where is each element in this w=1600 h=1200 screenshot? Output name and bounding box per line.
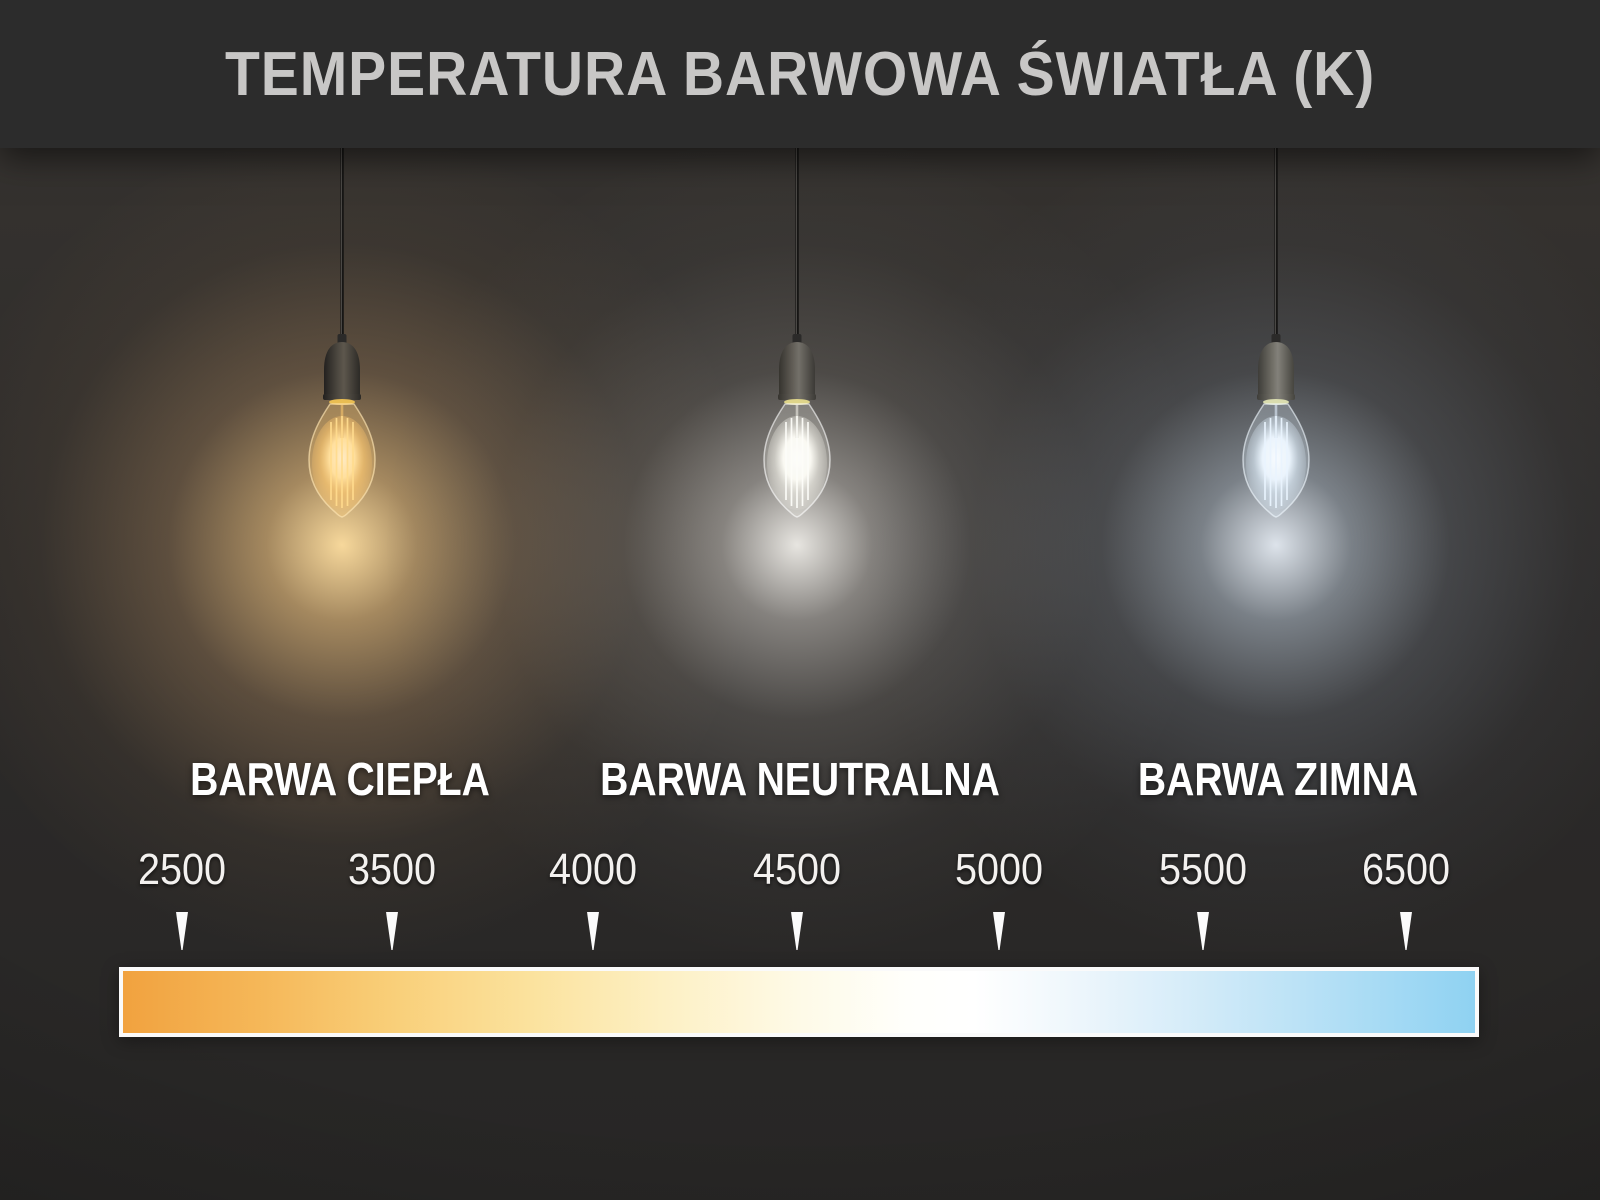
page-title: TEMPERATURA BARWOWA ŚWIATŁA (K)	[224, 39, 1376, 109]
bulb-glass	[1242, 403, 1310, 518]
tick-arrow-icon	[385, 912, 398, 950]
gradient-bar	[119, 967, 1479, 1037]
label-warm-color: BARWA CIEPŁA	[190, 753, 490, 805]
cold-bulb-icon	[1242, 148, 1310, 518]
pendant-cord	[1274, 148, 1278, 338]
warm-bulb-icon	[308, 148, 376, 518]
tick-arrow-icon	[586, 912, 599, 950]
tick-arrow-icon	[1399, 912, 1412, 950]
pendant-cord	[340, 148, 344, 338]
bulb-socket	[779, 342, 815, 395]
tick-arrow-icon	[1196, 912, 1209, 950]
scale-tick-5000: 5000	[950, 846, 1048, 950]
bulb-socket	[1258, 342, 1294, 395]
bulb-glass	[308, 403, 376, 518]
label-neutral-color: BARWA NEUTRALNA	[600, 753, 1000, 805]
scale-tick-4000: 4000	[544, 846, 642, 950]
tick-arrow-icon	[992, 912, 1005, 950]
scale-tick-2500: 2500	[133, 846, 231, 950]
scale-tick-6500: 6500	[1357, 846, 1455, 950]
tick-arrow-icon	[790, 912, 803, 950]
header-band: TEMPERATURA BARWOWA ŚWIATŁA (K)	[0, 0, 1600, 148]
tick-arrow-icon	[175, 912, 188, 950]
scale-tick-3500: 3500	[343, 846, 441, 950]
scale-tick-5500: 5500	[1154, 846, 1252, 950]
bulb-socket	[324, 342, 360, 395]
label-cold-color: BARWA ZIMNA	[1137, 753, 1419, 805]
pendant-cord	[795, 148, 799, 338]
lamp-scene	[0, 135, 1600, 1200]
neutral-bulb-icon	[763, 148, 831, 518]
bulb-glass	[763, 403, 831, 518]
scale-tick-4500: 4500	[748, 846, 846, 950]
